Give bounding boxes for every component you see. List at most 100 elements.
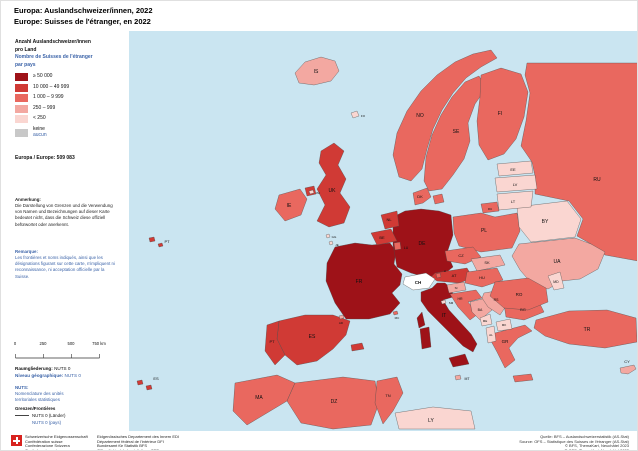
note-german-title: Anmerkung: — [15, 197, 41, 202]
country-label-ES: ES — [153, 376, 159, 381]
border-line-sample — [15, 415, 29, 417]
geo-level: Raumgliederung: NUTS 0 Niveau géographiq… — [15, 365, 81, 380]
country-AD — [338, 314, 345, 320]
country-label-MT: MT — [464, 377, 470, 381]
country-IM — [308, 189, 315, 195]
country-SK — [470, 254, 506, 272]
country-label-ME: ME — [483, 319, 488, 323]
borders-line-de: NUTS 0 (Länder) — [15, 412, 65, 419]
country-IT — [419, 282, 478, 368]
country-label-AT: AT — [452, 273, 457, 278]
country-FO — [350, 110, 360, 119]
legend-swatch — [15, 104, 28, 113]
note-french: Remarque: Les frontières et noms indiqué… — [15, 249, 117, 280]
legend-item: < 250 — [15, 115, 125, 123]
legend-swatch — [15, 128, 28, 137]
legend-heading-fr-1: Nombre de Suisses de l'étranger — [15, 54, 93, 60]
country-label-AL: AL — [489, 333, 493, 337]
footer-source-line: Source: OFS – Statistique des Suisses de… — [519, 438, 629, 444]
country-MC — [392, 310, 399, 316]
country-label-IS: IS — [314, 69, 319, 75]
country-label-CZ: CZ — [458, 253, 464, 258]
country-label-EE: EE — [510, 167, 516, 172]
country-GR — [490, 324, 534, 383]
note-german-text: Die Darstellung von Grenzen und die Verw… — [15, 203, 113, 227]
legend-heading: Anzahl Auslandschweizer/innen pro Land N… — [15, 39, 93, 69]
country-label-RU: RU — [488, 207, 492, 211]
legend-item: 10 000 – 49 999 — [15, 83, 125, 92]
country-label-BY: BY — [542, 219, 549, 225]
country-label-LI: LI — [444, 269, 447, 273]
country-label-GR: GR — [502, 339, 510, 344]
footer-confederation: Schweizerische Eidgenossenschaft Confédér… — [25, 434, 88, 451]
country-NO — [392, 49, 498, 182]
legend-heading-de-1: Anzahl Auslandschweizer/innen — [15, 39, 91, 45]
country-label-UK: UK — [329, 188, 337, 194]
country-LI — [435, 272, 442, 279]
country-JE — [328, 240, 334, 246]
country-label-PT: PT — [269, 339, 275, 344]
country-label-LU: LU — [404, 246, 409, 250]
scalebar-line — [15, 354, 100, 359]
country-label-ES: ES — [309, 334, 316, 340]
country-LY — [394, 406, 476, 430]
country-SM — [440, 299, 447, 305]
legend-swatch — [15, 115, 28, 123]
country-EE — [496, 160, 534, 177]
legend-item: 1 000 – 9 999 — [15, 94, 125, 102]
title-block: Europa: Auslandschweizer/innen, 2022 Eur… — [14, 6, 153, 28]
footer-department-line: Eidgenössisches Departement des Innern E… — [97, 434, 180, 439]
scalebar-tick-label: 750 km — [92, 341, 106, 346]
country-label-PT: PT — [164, 239, 170, 244]
country-label-RS: RS — [494, 298, 500, 302]
country-MT — [454, 374, 462, 381]
footer: Schweizerische Eidgenossenschaft Confédér… — [1, 433, 637, 451]
country-label-IT: IT — [442, 313, 446, 319]
footer-confederation-line: Confederaziun svizra — [25, 448, 63, 451]
legend-label: 1 000 – 9 999 — [33, 94, 64, 101]
legend-label: ≥ 50 000 — [33, 73, 53, 80]
country-GG — [325, 233, 331, 239]
scalebar-tick-label: 500 — [67, 341, 75, 346]
country-RU — [480, 62, 637, 261]
geo-level-fr: Niveau géographique: NUTS 0 — [15, 373, 81, 379]
europe-map: RU RU NO SE FI IS UK IE FR ES ES PT PT DE DK NL BE LU PL CZ… — [136, 49, 637, 430]
country-label-IE: IE — [287, 203, 292, 209]
country-PT — [148, 236, 286, 366]
country-SI — [446, 281, 467, 294]
country-label-FO: FO — [361, 114, 366, 118]
footer-source-line: © BFS, ThemaKart, Neuchâtel 2023 — [564, 443, 629, 449]
map-area: RU RU NO SE FI IS UK IE FR ES ES PT PT DE DK NL BE LU PL CZ… — [129, 31, 637, 431]
country-TR — [533, 309, 637, 349]
legend-item: ≥ 50 000 — [15, 73, 125, 81]
country-label-SE: SE — [453, 129, 460, 135]
country-LU — [393, 241, 402, 251]
borders-title: Grenzen/Frontières — [15, 406, 56, 411]
country-DK — [412, 187, 445, 206]
country-label-CY: CY — [624, 359, 630, 364]
footer-confederation-line: Schweizerische Eidgenossenschaft — [25, 434, 88, 439]
legend-item: 250 – 999 — [15, 104, 125, 113]
country-IE — [274, 188, 308, 222]
footer-department-line: Département fédéral de l'intérieur DFI — [97, 438, 164, 444]
note-french-text: Les frontières et noms indiqués, ainsi q… — [15, 255, 115, 279]
country-BE — [370, 228, 398, 246]
country-label-DZ: DZ — [331, 399, 338, 405]
legend-label: keine aucun — [33, 126, 47, 138]
country-label-BG: BG — [520, 307, 526, 312]
country-NL — [380, 210, 400, 230]
country-label-RO: RO — [516, 292, 523, 297]
country-HU — [464, 267, 504, 288]
country-label-CH: CH — [415, 280, 422, 285]
country-label-FI: FI — [498, 111, 502, 117]
legend-label: 250 – 999 — [33, 104, 56, 111]
country-label-GG: GG — [332, 235, 337, 239]
footer-department: Eidgenössisches Departement des Innern E… — [97, 434, 180, 450]
country-label-BA: BA — [478, 308, 483, 312]
note-french-title: Remarque: — [15, 249, 38, 254]
country-MD — [547, 271, 565, 291]
country-label-TR: TR — [584, 327, 591, 333]
footer-department-line: Bundesamt für Statistik BFS — [97, 443, 148, 449]
country-label-MA: MA — [255, 395, 263, 401]
footer-source-line: © OFS, ThemaKart, Neuchâtel 2023 — [564, 448, 629, 451]
